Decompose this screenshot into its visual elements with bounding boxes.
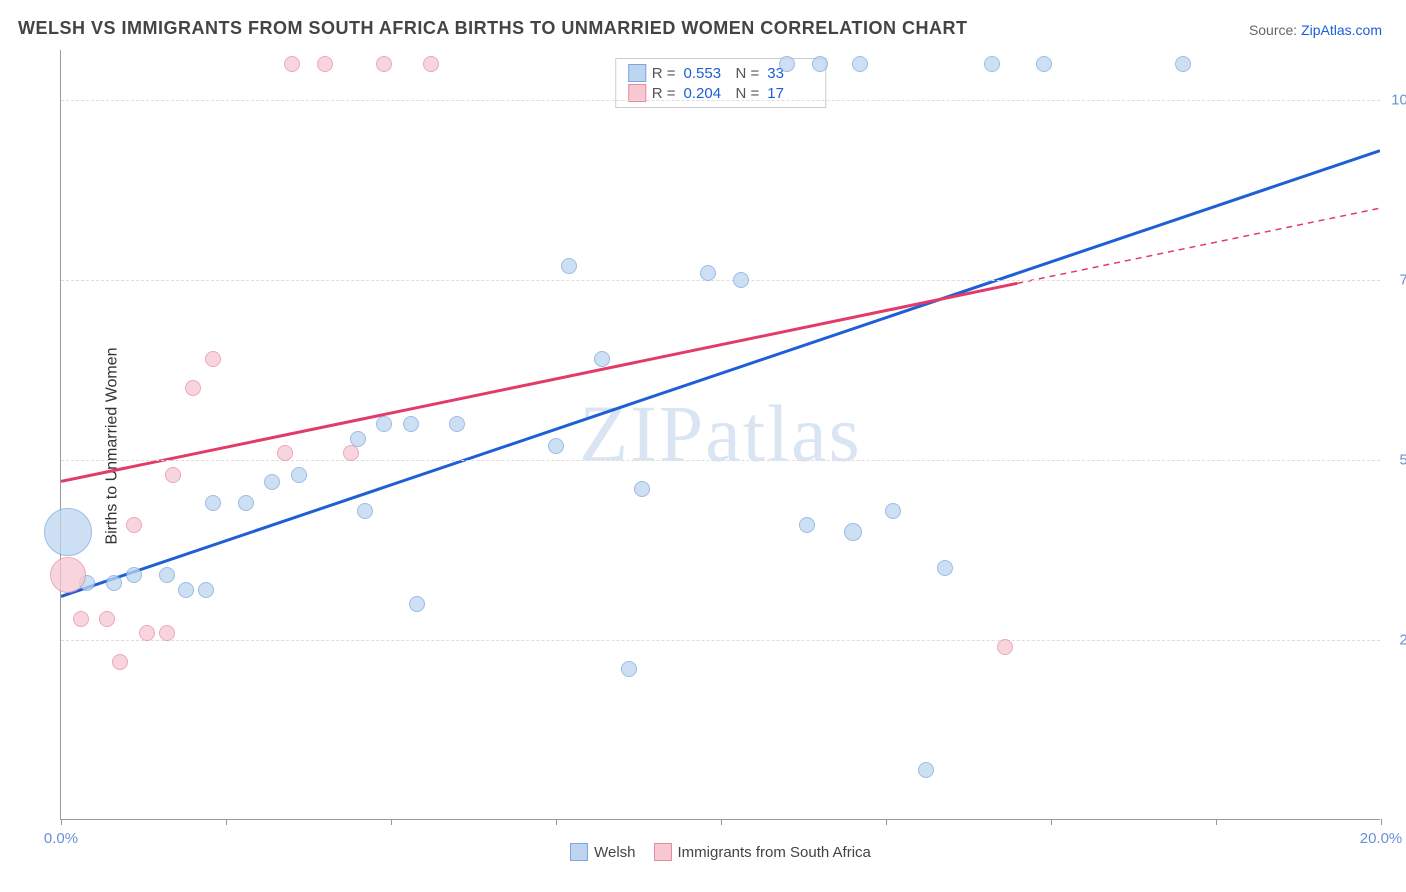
data-point-welsh xyxy=(205,495,221,511)
x-tick xyxy=(226,819,227,825)
x-tick xyxy=(391,819,392,825)
chart-title: WELSH VS IMMIGRANTS FROM SOUTH AFRICA BI… xyxy=(18,18,967,39)
data-point-welsh xyxy=(621,661,637,677)
data-point-welsh xyxy=(561,258,577,274)
data-point-welsh xyxy=(1036,56,1052,72)
legend-r-value-welsh: 0.553 xyxy=(684,65,730,82)
x-tick xyxy=(1216,819,1217,825)
source-prefix: Source: xyxy=(1249,22,1301,38)
legend-n-label: N = xyxy=(736,85,760,102)
data-point-welsh xyxy=(700,265,716,281)
x-tick xyxy=(556,819,557,825)
data-point-welsh xyxy=(885,503,901,519)
data-point-welsh xyxy=(634,481,650,497)
data-point-sa xyxy=(284,56,300,72)
data-point-welsh xyxy=(733,272,749,288)
legend-swatch-sa xyxy=(654,843,672,861)
x-tick xyxy=(721,819,722,825)
trend-line-welsh xyxy=(61,151,1380,597)
data-point-sa xyxy=(343,445,359,461)
data-point-welsh xyxy=(779,56,795,72)
data-point-sa xyxy=(423,56,439,72)
trend-line-sa xyxy=(1017,208,1380,283)
data-point-welsh xyxy=(178,582,194,598)
source-attribution: Source: ZipAtlas.com xyxy=(1249,22,1382,38)
x-tick xyxy=(1051,819,1052,825)
data-point-welsh xyxy=(799,517,815,533)
data-point-welsh xyxy=(812,56,828,72)
data-point-sa xyxy=(165,467,181,483)
watermark: ZIPatlas xyxy=(579,389,862,480)
legend-r-label: R = xyxy=(652,85,676,102)
data-point-sa xyxy=(139,625,155,641)
data-point-sa xyxy=(50,557,86,593)
legend-series: Welsh Immigrants from South Africa xyxy=(61,843,1380,861)
data-point-sa xyxy=(73,611,89,627)
legend-n-value-sa: 17 xyxy=(767,85,813,102)
data-point-sa xyxy=(277,445,293,461)
legend-n-label: N = xyxy=(736,65,760,82)
data-point-welsh xyxy=(126,567,142,583)
data-point-welsh xyxy=(376,416,392,432)
y-tick-label: 75.0% xyxy=(1387,272,1406,289)
data-point-sa xyxy=(159,625,175,641)
legend-r-value-sa: 0.204 xyxy=(684,85,730,102)
data-point-sa xyxy=(112,654,128,670)
data-point-welsh xyxy=(403,416,419,432)
trend-lines-layer xyxy=(61,50,1380,819)
y-tick-label: 100.0% xyxy=(1387,92,1406,109)
data-point-welsh xyxy=(44,508,92,556)
legend-r-label: R = xyxy=(652,65,676,82)
gridline xyxy=(61,460,1380,461)
data-point-welsh xyxy=(984,56,1000,72)
legend-swatch-welsh xyxy=(628,64,646,82)
data-point-welsh xyxy=(198,582,214,598)
data-point-welsh xyxy=(159,567,175,583)
legend-item-welsh: Welsh xyxy=(570,843,635,861)
x-tick xyxy=(61,819,62,825)
data-point-welsh xyxy=(264,474,280,490)
data-point-welsh xyxy=(1175,56,1191,72)
data-point-welsh xyxy=(548,438,564,454)
data-point-welsh xyxy=(844,523,862,541)
trend-line-sa xyxy=(61,283,1017,481)
data-point-welsh xyxy=(409,596,425,612)
data-point-sa xyxy=(997,639,1013,655)
legend-label-welsh: Welsh xyxy=(594,844,635,861)
data-point-welsh xyxy=(937,560,953,576)
source-link[interactable]: ZipAtlas.com xyxy=(1301,22,1382,38)
data-point-welsh xyxy=(594,351,610,367)
legend-swatch-sa xyxy=(628,84,646,102)
data-point-sa xyxy=(205,351,221,367)
data-point-welsh xyxy=(291,467,307,483)
plot-area: ZIPatlas R = 0.553 N = 33 R = 0.204 N = … xyxy=(60,50,1380,820)
legend-label-sa: Immigrants from South Africa xyxy=(678,844,871,861)
gridline xyxy=(61,640,1380,641)
data-point-sa xyxy=(126,517,142,533)
gridline xyxy=(61,280,1380,281)
data-point-sa xyxy=(317,56,333,72)
legend-item-sa: Immigrants from South Africa xyxy=(654,843,871,861)
y-tick-label: 25.0% xyxy=(1387,632,1406,649)
data-point-sa xyxy=(99,611,115,627)
y-tick-label: 50.0% xyxy=(1387,452,1406,469)
data-point-welsh xyxy=(238,495,254,511)
data-point-welsh xyxy=(918,762,934,778)
data-point-welsh xyxy=(106,575,122,591)
data-point-welsh xyxy=(449,416,465,432)
x-tick xyxy=(1381,819,1382,825)
legend-swatch-welsh xyxy=(570,843,588,861)
gridline xyxy=(61,100,1380,101)
data-point-sa xyxy=(185,380,201,396)
x-tick-label: 0.0% xyxy=(44,830,78,847)
x-tick-label: 20.0% xyxy=(1360,830,1403,847)
data-point-sa xyxy=(376,56,392,72)
data-point-welsh xyxy=(852,56,868,72)
data-point-welsh xyxy=(357,503,373,519)
x-tick xyxy=(886,819,887,825)
